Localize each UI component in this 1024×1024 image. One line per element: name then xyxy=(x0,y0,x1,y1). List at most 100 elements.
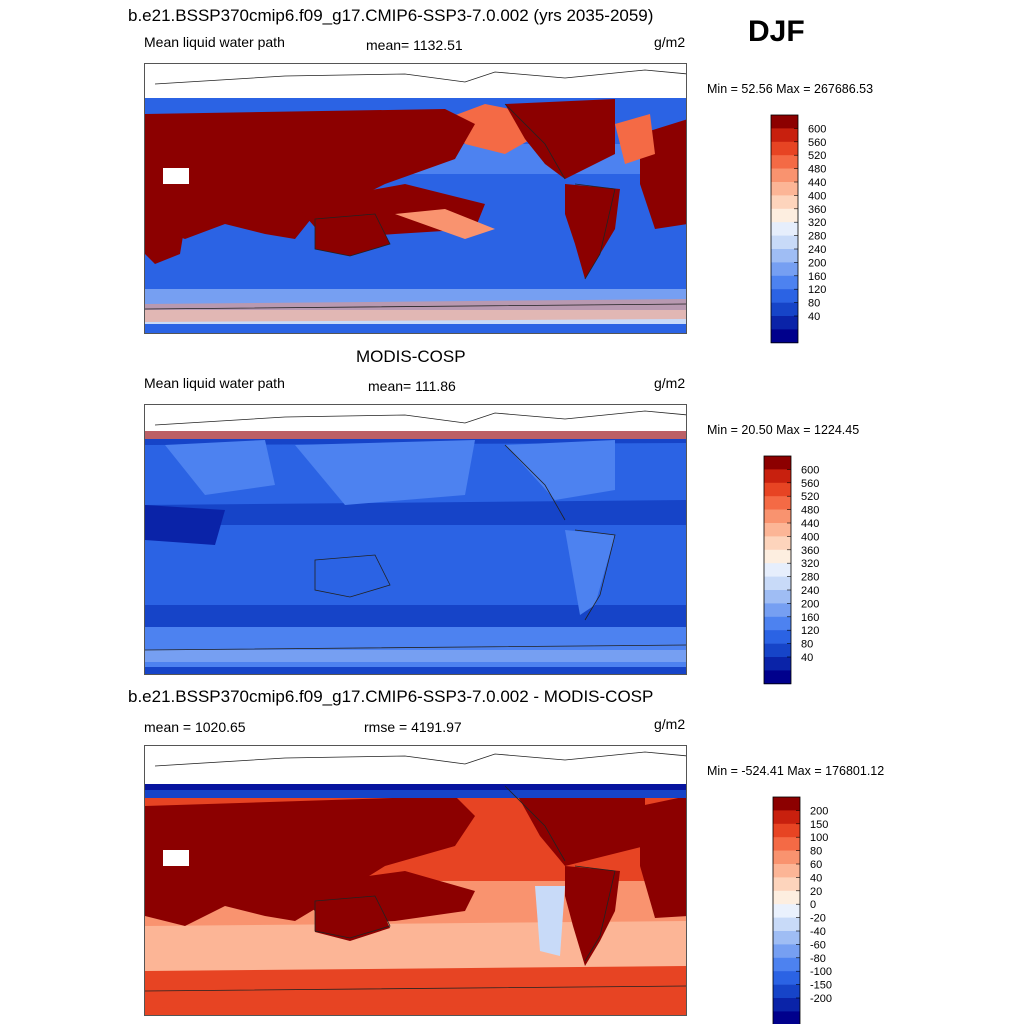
colorbar-2-box-3 xyxy=(764,496,791,510)
colorbar-1-box-7 xyxy=(771,208,798,223)
colorbar-1-box-9 xyxy=(771,235,798,250)
map-1-australia xyxy=(315,214,390,256)
colorbar-2-label-3: 480 xyxy=(801,505,819,517)
map-3-north-america xyxy=(515,786,645,866)
panel-2-map xyxy=(144,404,687,675)
map-3-southern-storm xyxy=(145,966,686,1008)
colorbar-3-box-14 xyxy=(773,984,800,999)
map-2-no-data-cap xyxy=(145,405,686,431)
map-2-coastlines xyxy=(145,410,686,651)
map-3-no-data-cap xyxy=(145,746,686,784)
panel-1-minmax-label: Min = 52.56 Max = 267686.53 xyxy=(707,82,874,96)
colorbar-1-box-8 xyxy=(771,222,798,236)
panel-1-map xyxy=(144,63,687,334)
colorbar-3-label-5: 40 xyxy=(810,872,822,884)
colorbar-3-box-12 xyxy=(773,957,800,972)
map-2-red-arctic-edge xyxy=(145,431,686,439)
colorbar-1-label-8: 280 xyxy=(808,231,826,243)
colorbar-3-label-4: 60 xyxy=(810,859,822,871)
colorbar-1-box-2 xyxy=(771,141,798,156)
colorbar-2-box-0 xyxy=(764,456,791,470)
map-2-low-region xyxy=(145,505,225,545)
colorbar-3-box-6 xyxy=(773,877,800,892)
map-2-north-america-patch xyxy=(505,440,615,500)
colorbar-2-box-4 xyxy=(764,509,791,524)
colorbar-2-label-6: 360 xyxy=(801,545,819,557)
colorbar-1-box-3 xyxy=(771,155,798,169)
map-1-eurasia-africa xyxy=(145,109,475,239)
panel-2-units-label: g/m2 xyxy=(654,375,686,391)
colorbar-1-label-1: 560 xyxy=(808,137,826,149)
colorbar-3-label-8: -20 xyxy=(810,913,826,925)
colorbar-1-box-0 xyxy=(771,115,798,129)
colorbar-1-box-6 xyxy=(771,195,798,210)
colorbar-1-box-12 xyxy=(771,275,798,290)
map-3-eurasia-africa xyxy=(145,796,475,926)
panel-3-title: b.e21.BSSP370cmip6.f09_g17.CMIP6-SSP3-7.… xyxy=(128,687,654,706)
colorbar-1-box-14 xyxy=(771,302,798,317)
map-3-blue-arctic-deep xyxy=(145,784,686,790)
map-1-coastlines xyxy=(145,69,686,310)
map-2-high-south xyxy=(145,650,686,662)
panel-1-colorbar: 600 560 520 480 440 400 360 320 280 240 200 160 120 8… xyxy=(770,114,851,344)
colorbar-2-label-12: 120 xyxy=(801,625,819,637)
colorbar-1-label-5: 400 xyxy=(808,190,826,202)
colorbar-3-box-15 xyxy=(773,998,800,1012)
map-1-south-africa xyxy=(145,214,185,264)
colorbar-3-label-6: 20 xyxy=(810,886,822,898)
colorbar-2-box-14 xyxy=(764,643,791,658)
colorbar-1-label-11: 160 xyxy=(808,271,826,283)
colorbar-3-label-12: -100 xyxy=(810,966,832,978)
colorbar-1-box-4 xyxy=(771,168,798,183)
colorbar-3-label-10: -60 xyxy=(810,939,826,951)
colorbar-2-label-13: 80 xyxy=(801,639,813,651)
panel-1-units-label: g/m2 xyxy=(654,34,686,50)
colorbar-1-label-13: 80 xyxy=(808,298,820,310)
colorbar-1-frame xyxy=(770,114,799,344)
colorbar-2-box-6 xyxy=(764,536,791,551)
colorbar-1-label-4: 440 xyxy=(808,177,826,189)
colorbar-1-box-15 xyxy=(771,316,798,330)
colorbar-2-box-12 xyxy=(764,616,791,631)
colorbar-3-box-4 xyxy=(773,850,800,865)
map-1-south-america xyxy=(565,184,620,279)
colorbar-1-label-0: 600 xyxy=(808,123,826,135)
panel-1-mean-label: mean= 1132.51 xyxy=(366,37,463,53)
colorbar-2-label-0: 600 xyxy=(801,464,819,476)
panel-3-units-label: g/m2 xyxy=(654,716,686,732)
map-3-low-tropic xyxy=(535,886,565,956)
colorbar-1-box-16 xyxy=(771,329,798,344)
map-1-no-data-cap xyxy=(145,64,686,98)
colorbar-3-box-8 xyxy=(773,904,800,918)
colorbar-2-label-9: 240 xyxy=(801,585,819,597)
colorbar-3-label-9: -40 xyxy=(810,926,826,938)
colorbar-2-label-5: 400 xyxy=(801,531,819,543)
colorbar-3-label-3: 80 xyxy=(810,846,822,858)
colorbar-3-box-1 xyxy=(773,810,800,825)
map-3-white-patch xyxy=(163,850,189,866)
colorbar-2-frame xyxy=(763,455,792,685)
panel-3-map xyxy=(144,745,687,1016)
colorbar-1-label-12: 120 xyxy=(808,284,826,296)
colorbar-2-label-11: 160 xyxy=(801,612,819,624)
map-1-north-america xyxy=(505,99,615,179)
colorbar-3-label-13: -150 xyxy=(810,980,832,992)
panel-3-minmax-label: Min = -524.41 Max = 176801.12 xyxy=(707,764,885,778)
colorbar-3-box-13 xyxy=(773,971,800,985)
colorbar-2-box-7 xyxy=(764,549,791,564)
map-1-southern-storm xyxy=(145,299,686,322)
map-3-coastlines xyxy=(145,751,686,992)
colorbar-3-box-3 xyxy=(773,837,800,851)
colorbar-2-box-1 xyxy=(764,469,791,484)
colorbar-3-label-11: -80 xyxy=(810,953,826,965)
colorbar-2-box-9 xyxy=(764,576,791,591)
panel-2-title: MODIS-COSP xyxy=(356,347,466,366)
panel-2-mean-label: mean= 111.86 xyxy=(368,378,456,394)
colorbar-2-label-1: 560 xyxy=(801,478,819,490)
map-3-south-america xyxy=(565,866,620,966)
colorbar-3-label-0: 200 xyxy=(810,805,828,817)
colorbar-3-box-5 xyxy=(773,864,800,878)
colorbar-2-label-8: 280 xyxy=(801,572,819,584)
colorbar-1-label-7: 320 xyxy=(808,217,826,229)
colorbar-2-box-16 xyxy=(764,670,791,685)
